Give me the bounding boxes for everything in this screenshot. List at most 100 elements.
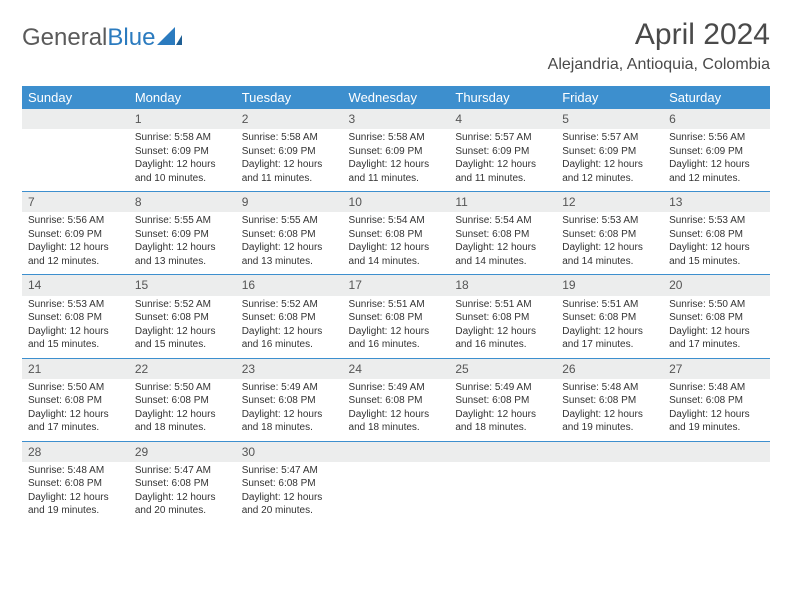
day-cell (343, 462, 450, 524)
day-line: Sunrise: 5:56 AM (669, 131, 764, 145)
day-line: Sunrise: 5:48 AM (669, 381, 764, 395)
title-block: April 2024 Alejandria, Antioquia, Colomb… (548, 18, 770, 76)
day-cell: Sunrise: 5:56 AMSunset: 6:09 PMDaylight:… (663, 129, 770, 192)
day-cell: Sunrise: 5:50 AMSunset: 6:08 PMDaylight:… (129, 379, 236, 442)
day-line: Sunset: 6:08 PM (135, 394, 230, 408)
day-cell: Sunrise: 5:54 AMSunset: 6:08 PMDaylight:… (449, 212, 556, 275)
day-line: Sunset: 6:08 PM (349, 228, 444, 242)
day-number (663, 442, 770, 462)
day-line: Sunrise: 5:50 AM (669, 298, 764, 312)
day-line: Daylight: 12 hours and 17 minutes. (28, 408, 123, 435)
content-row: Sunrise: 5:53 AMSunset: 6:08 PMDaylight:… (22, 296, 770, 359)
day-line: Sunset: 6:08 PM (455, 394, 550, 408)
day-line: Sunrise: 5:51 AM (455, 298, 550, 312)
day-number: 1 (129, 109, 236, 129)
day-line: Sunrise: 5:51 AM (349, 298, 444, 312)
day-line: Daylight: 12 hours and 12 minutes. (669, 158, 764, 185)
dayhead-sat: Saturday (663, 86, 770, 109)
day-line: Sunrise: 5:55 AM (135, 214, 230, 228)
day-number: 12 (556, 192, 663, 212)
day-line: Daylight: 12 hours and 15 minutes. (669, 241, 764, 268)
daynum-row: 282930 (22, 442, 770, 462)
day-number: 4 (449, 109, 556, 129)
day-number: 3 (343, 109, 450, 129)
day-line: Sunset: 6:09 PM (562, 145, 657, 159)
month-title: April 2024 (548, 18, 770, 52)
day-number: 29 (129, 442, 236, 462)
day-line: Sunrise: 5:57 AM (562, 131, 657, 145)
logo-word2: Blue (107, 24, 155, 51)
day-line: Daylight: 12 hours and 17 minutes. (669, 325, 764, 352)
day-cell: Sunrise: 5:51 AMSunset: 6:08 PMDaylight:… (556, 296, 663, 359)
day-cell: Sunrise: 5:49 AMSunset: 6:08 PMDaylight:… (449, 379, 556, 442)
day-cell: Sunrise: 5:53 AMSunset: 6:08 PMDaylight:… (556, 212, 663, 275)
content-row: Sunrise: 5:58 AMSunset: 6:09 PMDaylight:… (22, 129, 770, 192)
day-cell: Sunrise: 5:58 AMSunset: 6:09 PMDaylight:… (236, 129, 343, 192)
day-number: 27 (663, 359, 770, 379)
day-number: 17 (343, 275, 450, 295)
day-line: Sunset: 6:08 PM (28, 477, 123, 491)
day-number: 15 (129, 275, 236, 295)
day-line: Sunset: 6:08 PM (242, 477, 337, 491)
day-line: Sunset: 6:08 PM (669, 311, 764, 325)
daynum-row: 123456 (22, 109, 770, 129)
day-cell: Sunrise: 5:55 AMSunset: 6:09 PMDaylight:… (129, 212, 236, 275)
day-line: Sunrise: 5:52 AM (242, 298, 337, 312)
day-number: 7 (22, 192, 129, 212)
content-row: Sunrise: 5:48 AMSunset: 6:08 PMDaylight:… (22, 462, 770, 524)
day-line: Sunset: 6:09 PM (242, 145, 337, 159)
day-line: Daylight: 12 hours and 19 minutes. (669, 408, 764, 435)
day-line: Sunset: 6:09 PM (455, 145, 550, 159)
day-line: Sunrise: 5:47 AM (135, 464, 230, 478)
day-number: 23 (236, 359, 343, 379)
day-line: Sunrise: 5:49 AM (242, 381, 337, 395)
day-line: Sunset: 6:09 PM (28, 228, 123, 242)
day-line: Daylight: 12 hours and 18 minutes. (349, 408, 444, 435)
day-cell: Sunrise: 5:52 AMSunset: 6:08 PMDaylight:… (129, 296, 236, 359)
day-number: 20 (663, 275, 770, 295)
daynum-row: 21222324252627 (22, 359, 770, 379)
day-cell: Sunrise: 5:51 AMSunset: 6:08 PMDaylight:… (343, 296, 450, 359)
day-line: Sunset: 6:08 PM (349, 311, 444, 325)
day-number (343, 442, 450, 462)
calendar-table: Sunday Monday Tuesday Wednesday Thursday… (22, 86, 770, 524)
day-line: Daylight: 12 hours and 15 minutes. (135, 325, 230, 352)
day-number: 8 (129, 192, 236, 212)
day-cell: Sunrise: 5:53 AMSunset: 6:08 PMDaylight:… (663, 212, 770, 275)
day-line: Sunrise: 5:58 AM (135, 131, 230, 145)
day-line: Daylight: 12 hours and 18 minutes. (135, 408, 230, 435)
day-number: 6 (663, 109, 770, 129)
dayhead-mon: Monday (129, 86, 236, 109)
day-number: 18 (449, 275, 556, 295)
logo-word1: General (22, 24, 107, 51)
day-line: Daylight: 12 hours and 13 minutes. (135, 241, 230, 268)
day-line: Daylight: 12 hours and 14 minutes. (349, 241, 444, 268)
day-cell (556, 462, 663, 524)
day-number: 5 (556, 109, 663, 129)
day-line: Daylight: 12 hours and 18 minutes. (242, 408, 337, 435)
day-line: Sunrise: 5:52 AM (135, 298, 230, 312)
day-line: Sunrise: 5:50 AM (28, 381, 123, 395)
day-line: Sunrise: 5:49 AM (455, 381, 550, 395)
day-number: 11 (449, 192, 556, 212)
day-line: Daylight: 12 hours and 17 minutes. (562, 325, 657, 352)
day-line: Sunrise: 5:55 AM (242, 214, 337, 228)
day-number: 26 (556, 359, 663, 379)
day-number: 21 (22, 359, 129, 379)
day-line: Daylight: 12 hours and 16 minutes. (242, 325, 337, 352)
daynum-row: 14151617181920 (22, 275, 770, 295)
day-line: Sunrise: 5:47 AM (242, 464, 337, 478)
day-line: Daylight: 12 hours and 12 minutes. (28, 241, 123, 268)
day-line: Sunset: 6:09 PM (135, 145, 230, 159)
header: GeneralBlue April 2024 Alejandria, Antio… (22, 18, 770, 76)
day-line: Sunset: 6:09 PM (135, 228, 230, 242)
logo-sail-icon (157, 25, 183, 52)
day-number: 22 (129, 359, 236, 379)
location: Alejandria, Antioquia, Colombia (548, 56, 770, 74)
day-cell: Sunrise: 5:58 AMSunset: 6:09 PMDaylight:… (129, 129, 236, 192)
dayhead-thu: Thursday (449, 86, 556, 109)
day-line: Sunrise: 5:51 AM (562, 298, 657, 312)
day-cell: Sunrise: 5:53 AMSunset: 6:08 PMDaylight:… (22, 296, 129, 359)
day-cell (663, 462, 770, 524)
day-line: Sunset: 6:08 PM (28, 394, 123, 408)
